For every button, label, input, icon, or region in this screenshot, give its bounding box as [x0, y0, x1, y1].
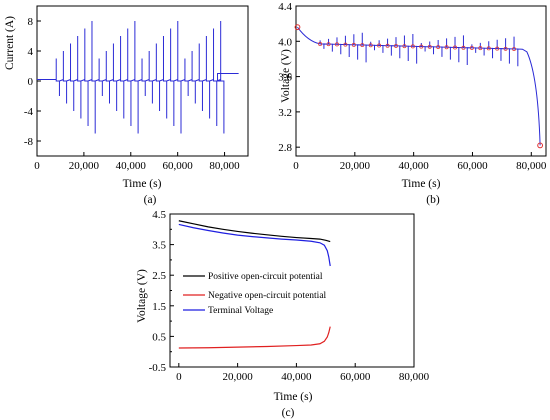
panel-c-xlabel: Time (s): [274, 391, 313, 403]
legend-label-negative: Negative open-circuit potential: [208, 291, 327, 301]
y-tick-label: 3.6: [278, 72, 292, 84]
y-tick-label: 4: [28, 46, 34, 58]
y-tick-label: 4.5: [152, 209, 166, 221]
panel-a-xlabel: Time (s): [123, 178, 162, 190]
panel-c: Voltage (V) Time (s) (c) Positive open-c…: [136, 209, 430, 419]
voltage-marker: [427, 44, 432, 49]
voltage-start-marker: [294, 24, 301, 31]
voltage-marker: [478, 46, 483, 51]
x-tick-label: 20,000: [69, 160, 100, 172]
voltage-marker: [360, 43, 365, 47]
voltage-marker: [377, 43, 382, 48]
panel-b-frame: [295, 5, 547, 157]
voltage-marker: [351, 42, 356, 47]
current-series-line: [37, 21, 239, 134]
voltage-marker: [368, 43, 373, 48]
legend-label-terminal: Terminal Voltage: [208, 306, 273, 316]
y-tick-label: 4.4: [278, 1, 292, 13]
x-tick-label: 0: [293, 160, 299, 172]
x-tick-label: 80,000: [399, 371, 430, 383]
panel-a-caption: (a): [144, 194, 157, 206]
voltage-marker: [461, 45, 466, 50]
panel-c-ylabel: Voltage (V): [136, 269, 148, 323]
voltage-marker: [343, 42, 348, 47]
y-tick-label: 3.5: [152, 240, 166, 252]
x-tick-label: 40,000: [399, 160, 430, 172]
voltage-marker: [318, 41, 323, 46]
x-tick-label: 20,000: [222, 371, 253, 383]
y-tick-label: 4.0: [278, 36, 292, 48]
voltage-marker: [419, 44, 424, 49]
x-tick-label: 20,000: [340, 160, 371, 172]
y-tick-label: -0.5: [149, 362, 167, 374]
x-tick-label: 60,000: [163, 160, 194, 172]
voltage-end-marker: [537, 142, 544, 149]
x-tick-label: 0: [34, 160, 40, 172]
positive-ocp-line: [178, 220, 331, 243]
y-tick-label: 0: [28, 76, 34, 88]
panel-b-ylabel: Voltage (V): [280, 49, 292, 103]
panel-a-ylabel: Current (A): [4, 16, 16, 70]
y-tick-label: 0.5: [152, 331, 166, 343]
y-tick-label: 2.8: [278, 142, 292, 154]
voltage-marker: [469, 45, 474, 50]
x-tick-label: 80,000: [209, 160, 240, 172]
x-tick-label: 80,000: [516, 160, 547, 172]
x-tick-label: 40,000: [116, 160, 147, 172]
voltage-marker: [512, 47, 516, 51]
voltage-marker: [410, 44, 415, 49]
panel-c-caption: (c): [282, 407, 295, 419]
panel-b: Voltage (V) Time (s) (b) 0 20,000 40,000 60…: [278, 1, 547, 206]
panel-c-legend: Positive open-circuit potential Negative…: [183, 272, 327, 316]
voltage-marker: [444, 45, 449, 50]
y-tick-label: -8: [24, 136, 34, 148]
panel-a: Current (A) Time (s) (a) 0 20,000 40,000 60…: [4, 5, 249, 206]
voltage-marker: [394, 43, 398, 48]
panel-b-caption: (b): [426, 194, 440, 206]
voltage-marker: [453, 45, 457, 50]
voltage-marker: [402, 44, 407, 49]
y-tick-label: 1.5: [152, 301, 166, 313]
legend-label-positive: Positive open-circuit potential: [208, 272, 323, 282]
voltage-marker: [436, 45, 441, 49]
voltage-marker: [486, 46, 491, 51]
terminal-voltage-line: [178, 223, 331, 267]
voltage-series-line: [297, 26, 541, 146]
voltage-marker: [335, 42, 339, 47]
x-tick-label: 40,000: [281, 371, 312, 383]
voltage-marker: [495, 46, 500, 51]
voltage-marker: [326, 42, 331, 47]
x-tick-label: 60,000: [340, 371, 371, 383]
y-tick-label: 3.2: [278, 107, 292, 119]
y-tick-label: 2.5: [152, 270, 166, 282]
panel-b-xlabel: Time (s): [402, 178, 441, 190]
y-tick-label: -4: [24, 106, 34, 118]
y-tick-label: 8: [28, 16, 34, 28]
x-tick-label: 60,000: [457, 160, 488, 172]
voltage-marker: [385, 43, 390, 48]
voltage-marker: [503, 46, 508, 51]
negative-ocp-line: [178, 326, 331, 349]
x-tick-label: 0: [176, 371, 182, 383]
